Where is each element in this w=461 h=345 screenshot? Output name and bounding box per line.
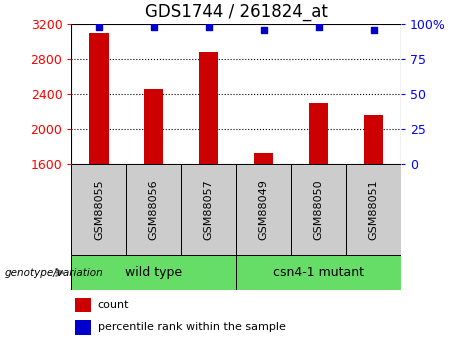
Text: count: count — [98, 300, 130, 310]
Bar — [291, 164, 346, 255]
Point — [315, 24, 322, 30]
Point — [150, 24, 158, 30]
Text: wild type: wild type — [125, 266, 183, 279]
Bar — [71, 164, 126, 255]
Text: GSM88055: GSM88055 — [94, 179, 104, 240]
Bar — [71, 255, 236, 290]
Text: genotype/variation: genotype/variation — [5, 268, 103, 277]
Bar — [236, 164, 291, 255]
Point — [205, 24, 213, 30]
Bar — [89, 33, 108, 164]
Bar — [364, 115, 383, 164]
Bar — [181, 164, 236, 255]
Bar — [236, 255, 401, 290]
Text: GSM88049: GSM88049 — [259, 179, 269, 240]
Text: GSM88056: GSM88056 — [149, 179, 159, 240]
Bar — [144, 89, 164, 164]
Bar — [346, 164, 401, 255]
Bar — [199, 52, 219, 164]
Text: GSM88051: GSM88051 — [369, 179, 378, 240]
Bar — [75, 298, 91, 312]
Point — [260, 27, 267, 32]
Title: GDS1744 / 261824_at: GDS1744 / 261824_at — [145, 3, 328, 21]
Point — [95, 24, 103, 30]
Text: GSM88057: GSM88057 — [204, 179, 214, 240]
Bar — [254, 154, 273, 164]
Bar — [309, 103, 328, 164]
Bar — [126, 164, 181, 255]
Point — [370, 27, 377, 32]
Text: csn4-1 mutant: csn4-1 mutant — [273, 266, 364, 279]
Text: GSM88050: GSM88050 — [313, 179, 324, 240]
Text: percentile rank within the sample: percentile rank within the sample — [98, 322, 286, 332]
Bar — [75, 320, 91, 335]
